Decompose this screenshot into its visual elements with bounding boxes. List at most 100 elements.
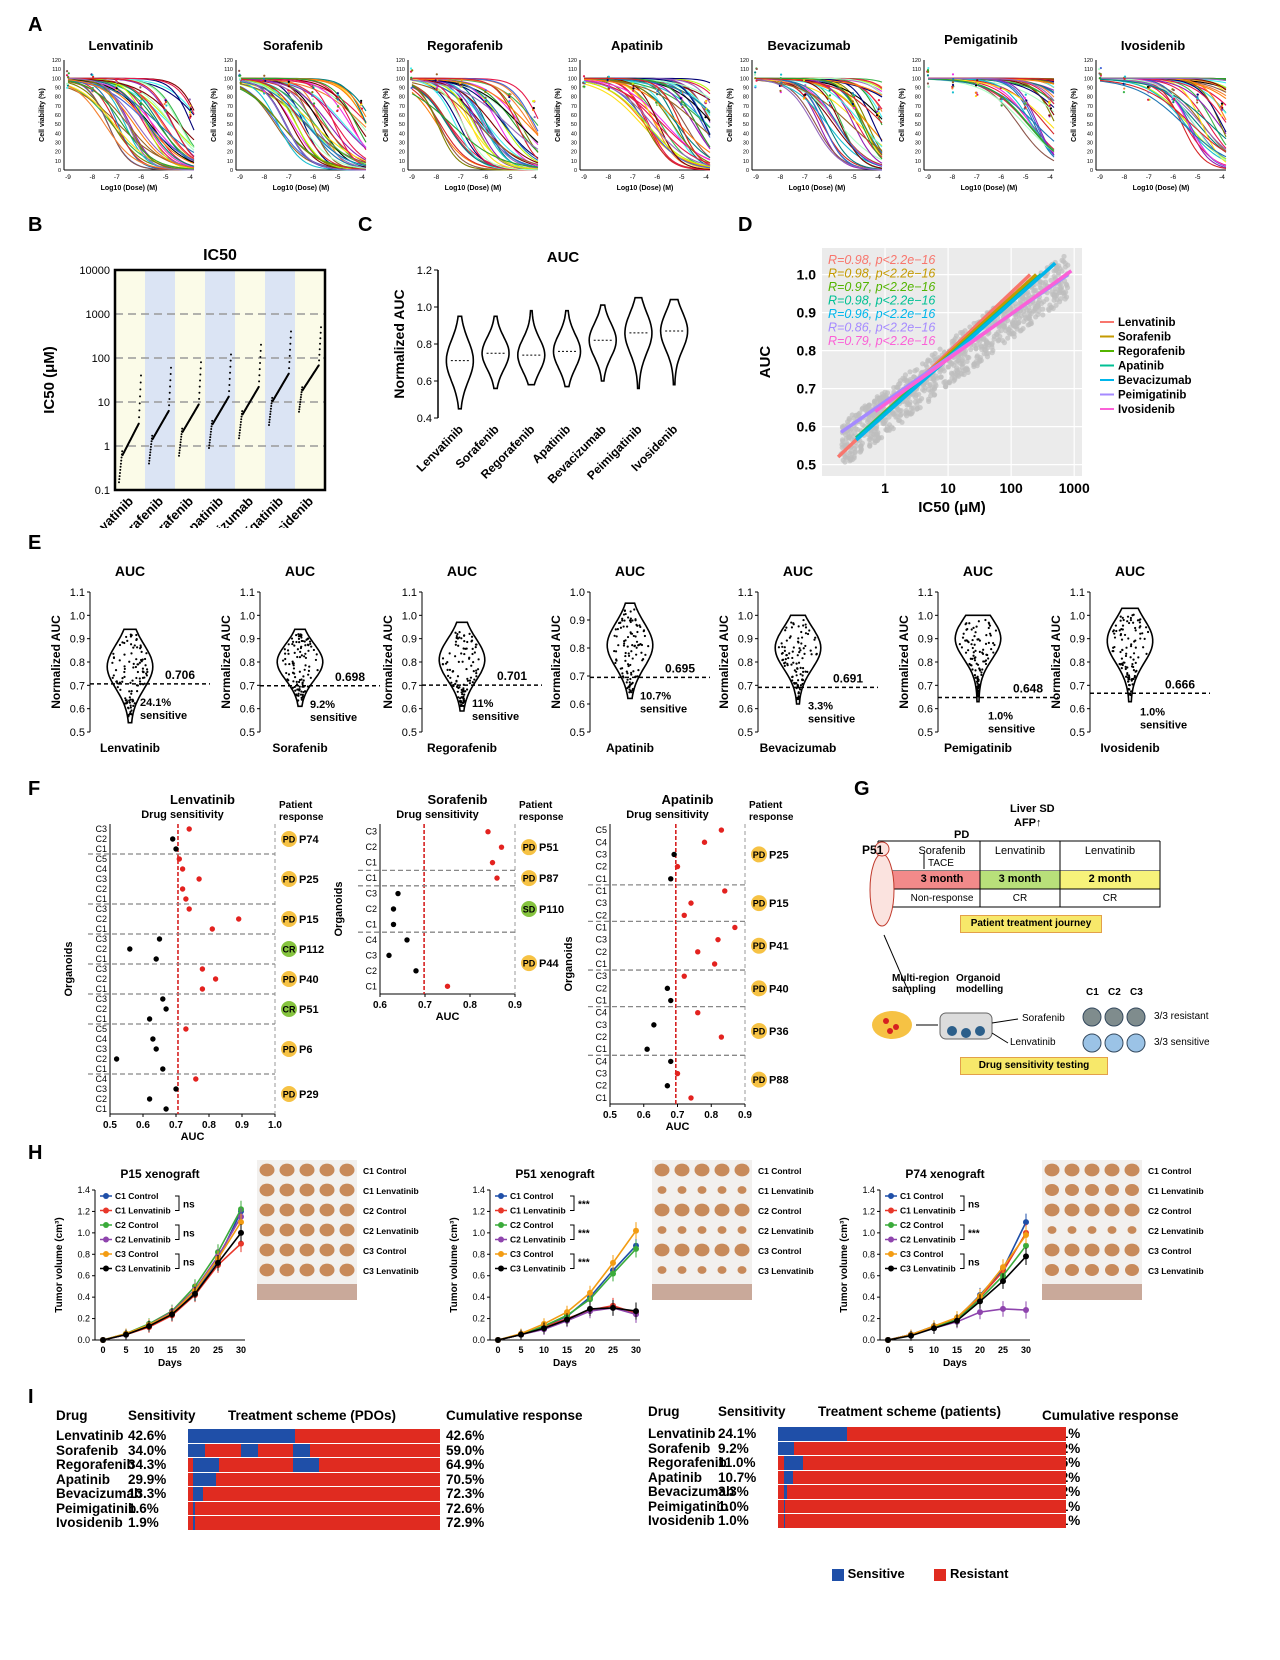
data-point bbox=[1112, 650, 1115, 653]
growth-point bbox=[977, 1309, 983, 1316]
header-drug: Drug bbox=[648, 1404, 680, 1419]
data-point bbox=[983, 660, 986, 663]
x-tick-label: 30 bbox=[236, 1345, 246, 1355]
data-point bbox=[298, 678, 302, 682]
threshold-value: 0.706 bbox=[165, 668, 195, 682]
legend-marker bbox=[103, 1265, 109, 1272]
y-tick-label: 110 bbox=[740, 67, 749, 73]
data-point bbox=[128, 660, 131, 663]
data-point bbox=[828, 89, 831, 92]
y-tick-label: 0.8 bbox=[738, 657, 753, 669]
data-point bbox=[136, 670, 139, 674]
y-axis-label: Organoids bbox=[563, 936, 575, 991]
data-point bbox=[1126, 620, 1129, 623]
treatment-scheme-bar bbox=[188, 1443, 440, 1457]
data-point bbox=[625, 670, 628, 673]
x-tick-label: 0.5 bbox=[603, 1110, 617, 1121]
y-tick-label: 0.7 bbox=[570, 671, 585, 683]
y-tick-label: 0.5 bbox=[240, 727, 255, 739]
x-tick-label: -7 bbox=[802, 174, 808, 181]
curve bbox=[411, 82, 539, 165]
data-point bbox=[129, 712, 132, 715]
tumor-sample bbox=[697, 1186, 707, 1194]
tumor-sample bbox=[654, 1203, 670, 1217]
category-band bbox=[235, 270, 265, 490]
data-point bbox=[140, 650, 143, 653]
y-tick-label: 0.6 bbox=[738, 704, 753, 716]
data-point bbox=[860, 422, 866, 428]
data-point bbox=[635, 653, 638, 656]
data-point bbox=[139, 381, 142, 384]
data-point bbox=[139, 388, 142, 391]
data-point bbox=[458, 631, 461, 634]
x-axis-label: Log10 (Dose) (M) bbox=[273, 185, 330, 192]
data-point bbox=[228, 377, 231, 380]
data-point bbox=[961, 636, 965, 639]
data-point bbox=[1059, 257, 1065, 263]
data-point bbox=[632, 634, 635, 638]
y-tick-label: 0.8 bbox=[797, 343, 817, 359]
data-point bbox=[180, 435, 183, 438]
organoid-point bbox=[651, 1022, 657, 1028]
y-axis-label: AUC bbox=[757, 346, 774, 379]
x-tick-label: 20 bbox=[585, 1345, 595, 1355]
tumor-sample bbox=[677, 1226, 687, 1234]
data-point bbox=[262, 79, 265, 83]
data-point bbox=[789, 635, 792, 638]
growth-point bbox=[633, 1245, 639, 1252]
data-point bbox=[259, 362, 262, 365]
tumor-sample bbox=[319, 1243, 335, 1257]
treatment-scheme-bar bbox=[188, 1516, 440, 1530]
data-point bbox=[796, 684, 799, 688]
data-point bbox=[1114, 624, 1117, 627]
y-tick-label: 100 bbox=[1084, 76, 1093, 82]
curve bbox=[411, 78, 539, 171]
x-tick-label: 0.6 bbox=[373, 1000, 387, 1011]
drug-1: Sorafenib bbox=[918, 845, 966, 857]
data-point bbox=[629, 619, 632, 622]
data-point bbox=[211, 419, 214, 422]
data-point bbox=[965, 366, 971, 373]
data-point bbox=[132, 646, 135, 649]
photo-label: C1 Control bbox=[363, 1166, 406, 1176]
data-point bbox=[1051, 273, 1057, 280]
organoid-label: C3 bbox=[595, 935, 607, 945]
data-point bbox=[291, 686, 295, 689]
data-point bbox=[475, 672, 478, 675]
data-point bbox=[627, 664, 630, 668]
x-tick-label: 20 bbox=[975, 1345, 985, 1355]
organoid-cluster bbox=[1082, 1033, 1102, 1053]
data-point bbox=[297, 633, 300, 636]
y-tick-label: 0.8 bbox=[77, 1249, 90, 1259]
response-code: PD bbox=[753, 941, 766, 951]
data-point bbox=[474, 646, 477, 649]
data-point bbox=[462, 647, 465, 650]
data-point bbox=[705, 107, 708, 110]
curve bbox=[67, 79, 195, 169]
data-point bbox=[262, 77, 265, 80]
data-point bbox=[473, 651, 476, 654]
y-tick-label: 0.5 bbox=[1070, 727, 1085, 739]
treatment-scheme-bar bbox=[188, 1487, 440, 1501]
data-point bbox=[291, 640, 295, 643]
data-point bbox=[301, 681, 304, 684]
y-tick-label: 110 bbox=[1084, 67, 1093, 73]
data-point bbox=[623, 640, 626, 643]
y-tick-label: 1.0 bbox=[472, 1228, 485, 1238]
violin bbox=[659, 298, 689, 386]
sensitivity-value: 42.6% bbox=[128, 1428, 167, 1443]
legend-label: C1 Control bbox=[115, 1191, 158, 1201]
sig-bracket bbox=[570, 1195, 575, 1211]
data-point bbox=[780, 84, 783, 87]
data-point bbox=[978, 650, 981, 653]
organoid-point bbox=[732, 924, 738, 931]
data-point bbox=[951, 83, 955, 87]
y-tick-label: 0.6 bbox=[862, 1271, 875, 1281]
y-tick-label: 110 bbox=[568, 67, 577, 73]
growth-point bbox=[1023, 1307, 1029, 1313]
data-point bbox=[300, 690, 303, 693]
data-point bbox=[463, 693, 466, 696]
modelling-label: Organoid modelling bbox=[956, 973, 1004, 995]
data-point bbox=[629, 617, 632, 620]
data-point bbox=[1132, 665, 1135, 669]
